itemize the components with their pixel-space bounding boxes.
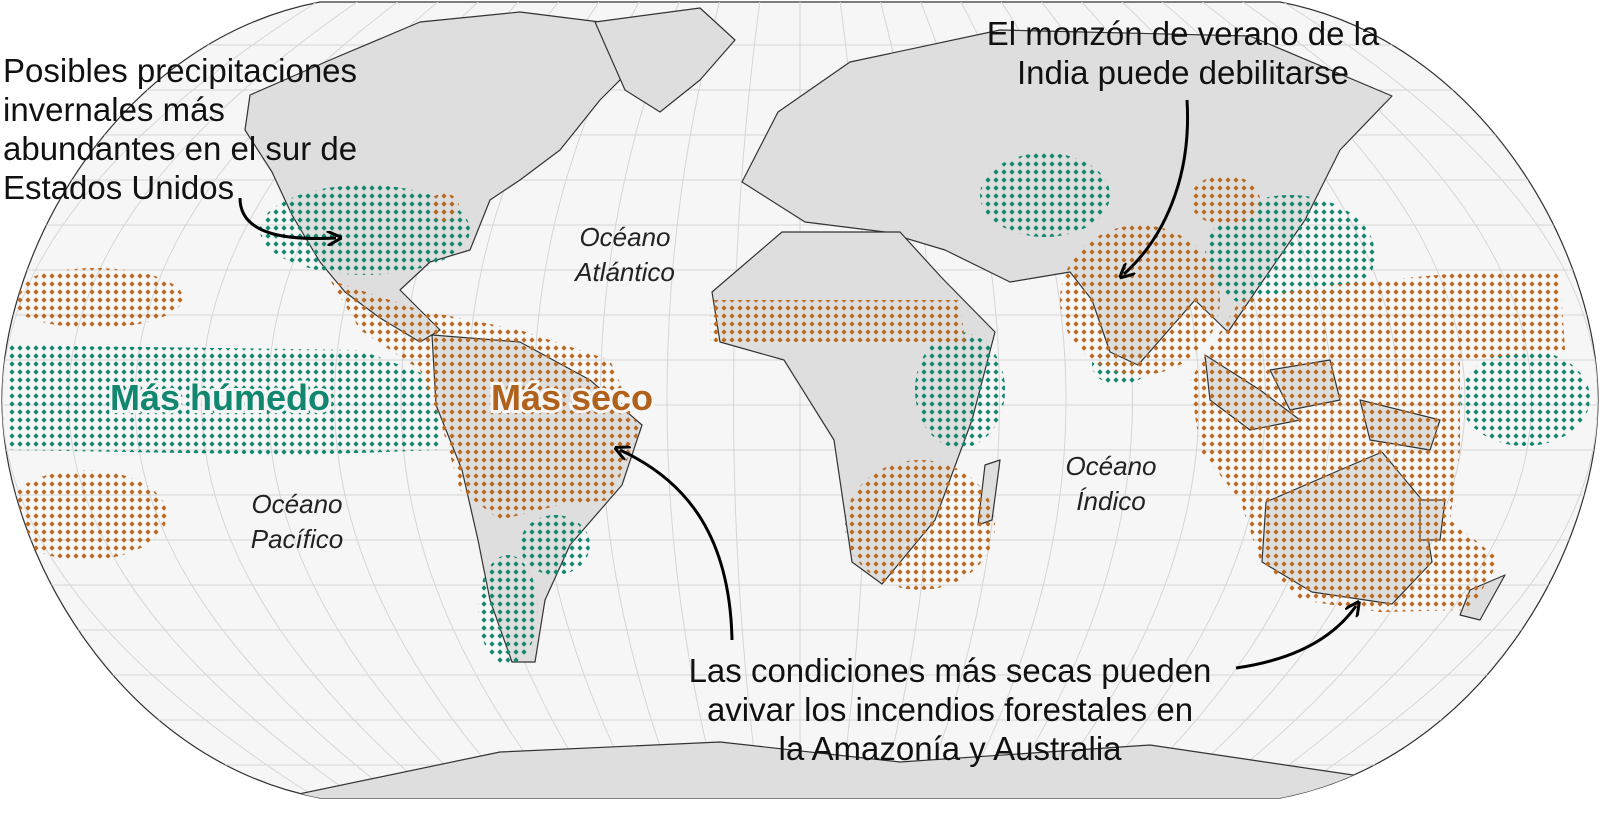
ocean-line: Océano: [251, 489, 342, 519]
annotation-line: invernales más: [3, 91, 225, 128]
annotation-line: Posibles precipitaciones: [3, 52, 357, 89]
arrow: [1124, 99, 1190, 274]
ocean-line: Océano: [1065, 451, 1156, 481]
annotation-line: Las condiciones más secas pueden: [689, 652, 1212, 689]
ocean-line: Océano: [579, 222, 670, 252]
legend-wetter: Más húmedo: [110, 377, 330, 418]
wetter-regions: [8, 153, 1590, 665]
ocean-label: Océano Atlántico: [573, 222, 675, 287]
ocean-line: Atlántico: [573, 257, 675, 287]
graticule-line: [2, 2, 321, 798]
annotation-line: abundantes en el sur de: [3, 130, 357, 167]
graticule-line: [666, 2, 721, 798]
annotation: Posibles precipitaciones invernales más ab…: [3, 52, 357, 206]
annotation-line: Estados Unidos: [3, 169, 234, 206]
annotation-line: la Amazonía y Australia: [778, 730, 1122, 767]
annotation-line: El monzón de verano de la: [987, 15, 1380, 52]
ocean-label: Océano Pacífico: [251, 489, 344, 554]
ocean-line: Pacífico: [251, 524, 344, 554]
legend-drier: Más seco: [491, 377, 653, 418]
annotation-line: India puede debilitarse: [1017, 54, 1349, 91]
annotation: Las condiciones más secas pueden avivar l…: [689, 652, 1212, 767]
arrow: [1235, 606, 1356, 670]
drier-regions: [3, 175, 1565, 612]
arrow: [238, 197, 336, 239]
ocean-line: Índico: [1076, 486, 1145, 516]
ocean-label: Océano Índico: [1065, 451, 1156, 516]
annotation-line: avivar los incendios forestales en: [707, 691, 1193, 728]
graticule-line: [1279, 2, 1598, 798]
arrow: [620, 450, 734, 641]
graticule-line: [733, 2, 761, 798]
annotation: El monzón de verano de la India puede deb…: [987, 15, 1380, 91]
